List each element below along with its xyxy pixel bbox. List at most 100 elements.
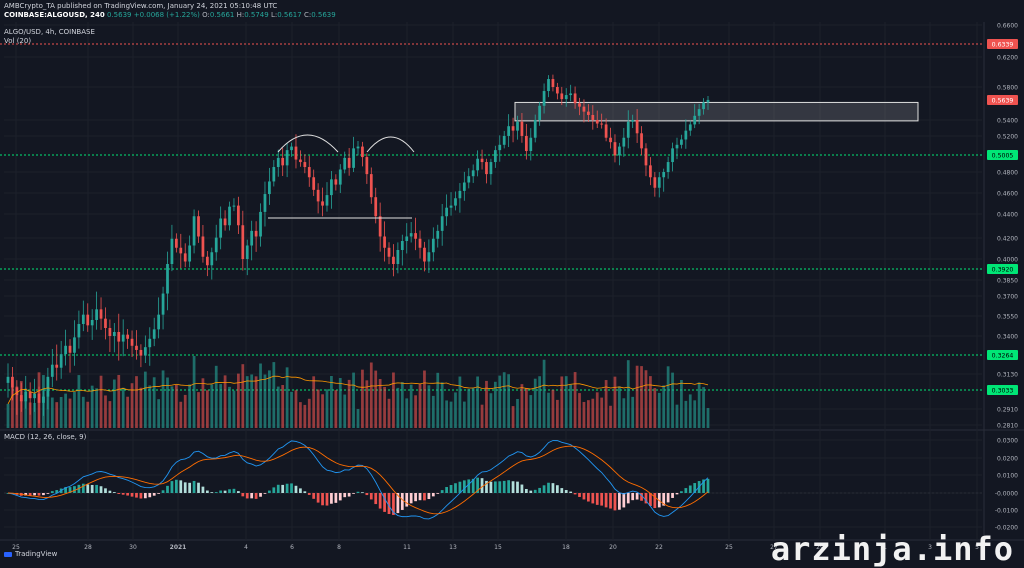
candle: [454, 198, 457, 206]
volume-bar: [524, 388, 528, 428]
candle: [383, 236, 386, 248]
candle: [542, 91, 546, 106]
volume-bar: [299, 402, 302, 428]
candle: [352, 148, 355, 168]
macd-histogram-bar: [241, 493, 245, 497]
macd-histogram-bar: [392, 493, 395, 515]
macd-histogram-bar: [121, 493, 125, 495]
volume-bar: [649, 376, 652, 428]
time-tick-label: 1: [883, 544, 887, 551]
volume-bar: [272, 362, 276, 428]
symbol-label: COINBASE:ALGOUSD, 240: [4, 11, 105, 19]
tradingview-logo[interactable]: TradingView: [4, 550, 57, 558]
macd-histogram-bar: [440, 490, 444, 493]
candle: [281, 157, 285, 166]
macd-histogram-bar: [409, 493, 413, 504]
candle: [538, 105, 542, 120]
candle: [117, 332, 121, 342]
candle: [560, 93, 564, 100]
macd-histogram-bar: [81, 483, 85, 493]
volume-bar: [361, 369, 364, 428]
price-tick-label: 0.5800: [997, 85, 1018, 92]
price-label: 0.3033: [992, 388, 1014, 395]
candle: [205, 256, 209, 266]
time-tick-label: 15: [494, 544, 502, 551]
macd-histogram-bar: [604, 493, 608, 508]
candle: [139, 349, 143, 356]
candle: [666, 162, 670, 172]
price-tick-label: 0.6600: [997, 23, 1018, 30]
macd-histogram-bar: [276, 484, 280, 493]
volume-bar: [33, 402, 36, 428]
candle: [183, 253, 187, 262]
volume-bar: [42, 375, 45, 428]
publish-line: AMBCrypto_TA published on TradingView.co…: [4, 2, 278, 10]
macd-histogram-bar: [564, 490, 568, 493]
volume-bar: [680, 379, 683, 428]
volume-bar: [622, 398, 626, 428]
candle: [316, 189, 320, 202]
candle: [436, 230, 440, 239]
candle: [99, 309, 103, 319]
volume-bar: [467, 389, 471, 428]
candle: [112, 332, 116, 336]
candle: [312, 177, 316, 190]
volume-bar: [578, 393, 581, 428]
open-value: 0.5661: [209, 11, 235, 19]
volume-bar: [15, 386, 19, 428]
macd-histogram-bar: [467, 479, 471, 493]
candle: [533, 120, 537, 138]
volume-bar: [702, 387, 705, 428]
volume-bar: [55, 402, 59, 428]
volume-bar: [157, 399, 161, 428]
candle: [130, 338, 134, 346]
macd-histogram-bar: [152, 493, 156, 496]
volume-bar: [228, 386, 231, 428]
price-tick-label: 0.4200: [997, 236, 1018, 243]
price-tick-label: 0.6200: [997, 55, 1018, 62]
macd-histogram-bar: [299, 488, 302, 493]
volume-bar: [276, 386, 280, 428]
volume-bar: [343, 394, 347, 428]
price-tick-label: 0.3850: [997, 278, 1018, 285]
price-label-box: [987, 264, 1018, 274]
candle: [86, 314, 90, 326]
volume-bar: [378, 379, 382, 428]
price-label: 0.5639: [992, 98, 1014, 105]
volume-bar: [396, 387, 400, 428]
candle: [662, 172, 666, 178]
macd-histogram-bar: [174, 479, 178, 493]
volume-bar: [604, 380, 608, 428]
candle: [272, 167, 276, 182]
volume-bar: [640, 366, 643, 428]
candle: [276, 157, 280, 168]
candle: [626, 121, 630, 138]
candle: [688, 124, 692, 131]
volume-bar: [569, 384, 573, 428]
macd-histogram-bar: [680, 491, 683, 493]
macd-histogram-bar: [170, 481, 174, 493]
candle: [228, 206, 231, 226]
candle: [582, 106, 586, 112]
volume-bar: [130, 383, 134, 428]
candle: [489, 162, 493, 175]
volume-bar: [166, 377, 169, 428]
price-label-box: [987, 385, 1018, 395]
price-tick-label: 0.4000: [997, 257, 1018, 264]
macd-histogram-bar: [502, 480, 506, 493]
signal-line: [7, 445, 709, 515]
volume-bar: [383, 386, 386, 428]
candle: [68, 345, 72, 353]
macd-histogram-bar: [232, 488, 236, 493]
macd-histogram-bar: [290, 483, 293, 493]
macd-histogram-bar: [626, 493, 630, 504]
candle: [595, 120, 599, 124]
candle: [6, 376, 10, 383]
candle: [702, 102, 705, 110]
macd-histogram-bar: [516, 481, 519, 493]
volume-bar: [68, 398, 72, 428]
candle: [143, 347, 147, 356]
macd-histogram-bar: [378, 493, 382, 509]
macd-histogram-bar: [423, 493, 426, 501]
